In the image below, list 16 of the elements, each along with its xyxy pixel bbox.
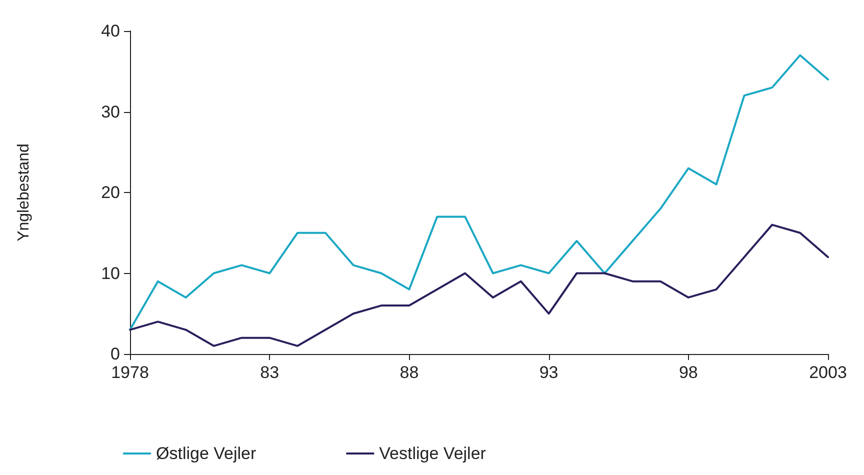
y-tick-label: 40 xyxy=(101,22,120,40)
legend-label: Østlige Vejler xyxy=(156,444,256,463)
x-tick-label: 98 xyxy=(678,363,698,382)
legend-label: Vestlige Vejler xyxy=(379,444,486,463)
x-tick-label: 93 xyxy=(539,363,558,382)
x-tick-label: 2003 xyxy=(809,363,847,382)
y-tick-label: 10 xyxy=(101,264,120,283)
x-tick-label: 1978 xyxy=(111,363,149,382)
x-tick-label: 83 xyxy=(260,363,280,382)
y-tick-label: 20 xyxy=(101,183,120,202)
y-tick-label: 0 xyxy=(110,344,120,364)
line-series xyxy=(129,224,829,347)
x-tick-label: 88 xyxy=(400,363,419,382)
line-series xyxy=(129,54,829,331)
y-tick-label: 30 xyxy=(101,102,120,122)
y-axis-title: Ynglebestand xyxy=(16,144,32,242)
